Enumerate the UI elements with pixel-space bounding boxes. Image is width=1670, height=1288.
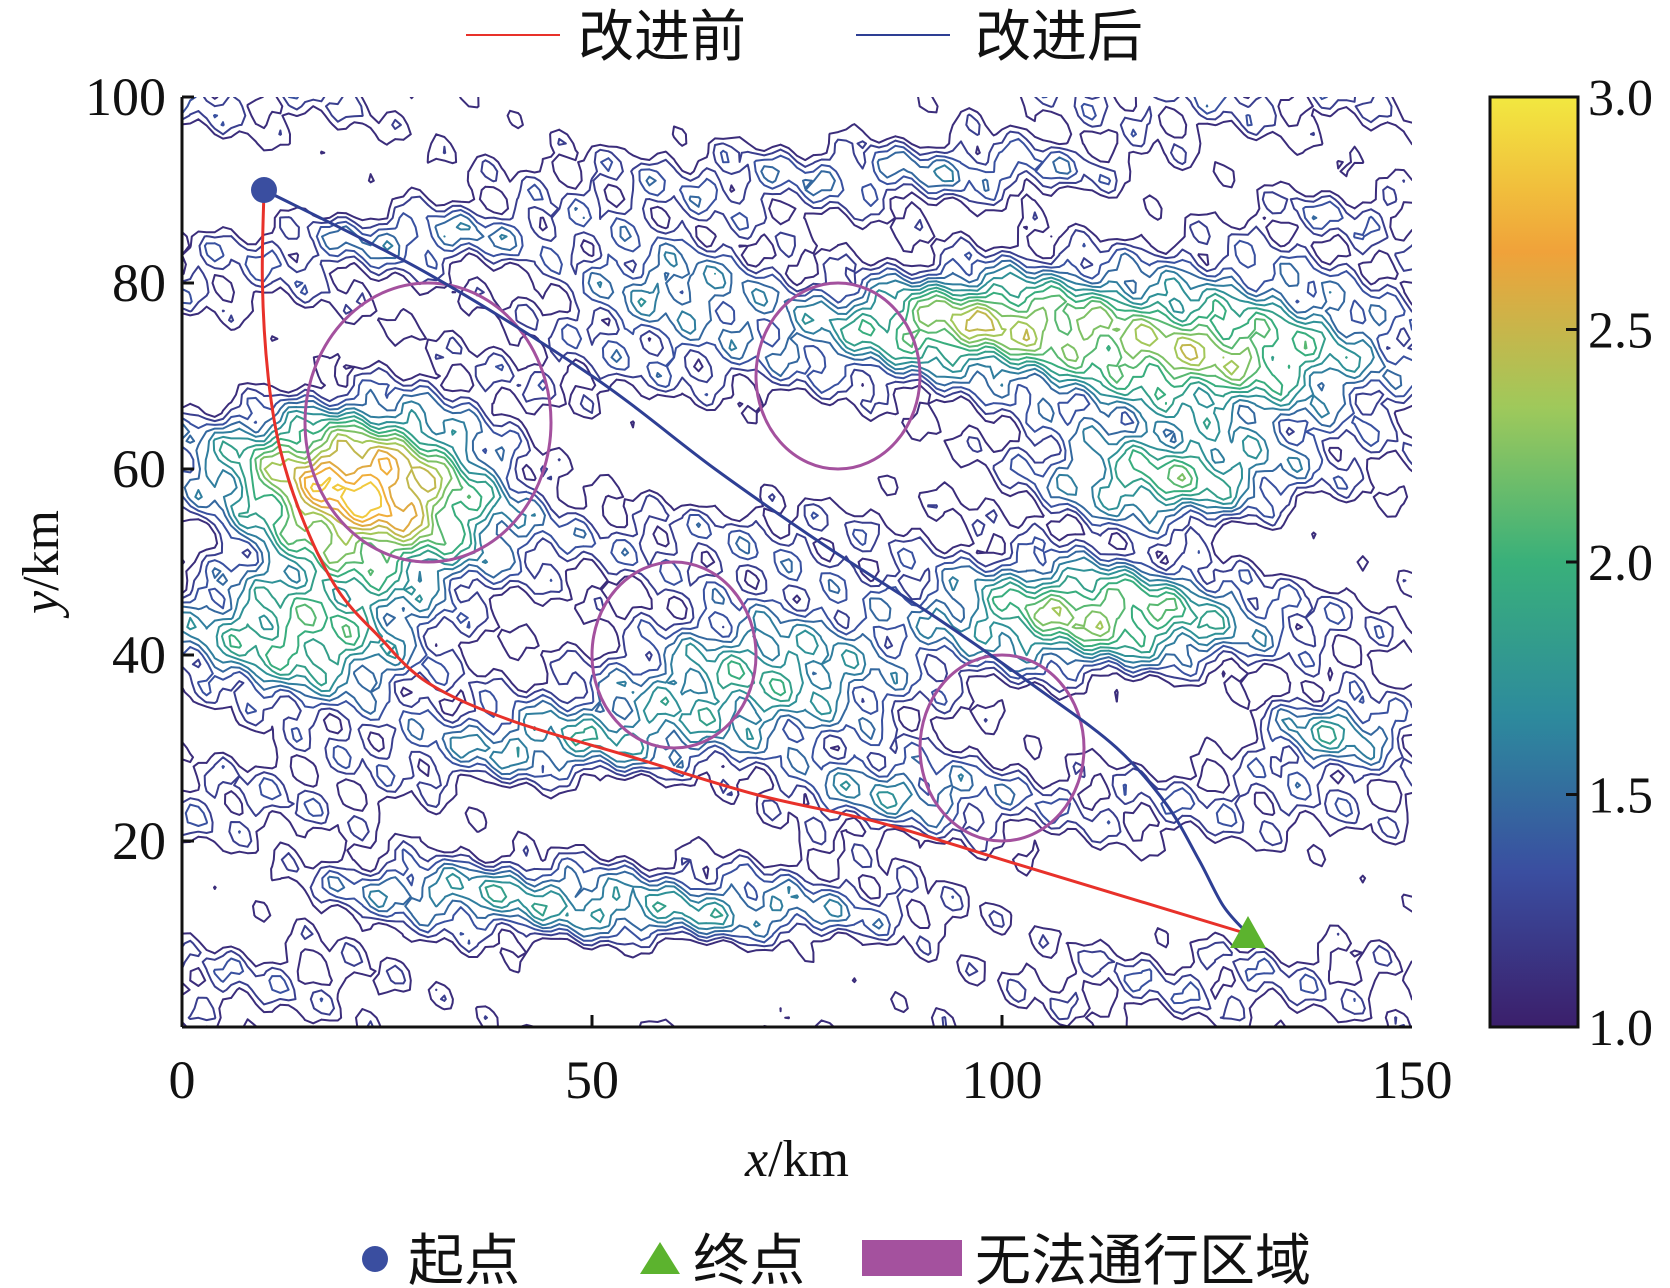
no-pass-zone-ellipse bbox=[303, 281, 553, 564]
start-point-marker bbox=[251, 177, 277, 203]
legend-start-label: 起点 bbox=[408, 1229, 520, 1288]
x-tick-label: 150 bbox=[1372, 1050, 1453, 1110]
y-tick-label: 100 bbox=[85, 67, 166, 127]
top-legend: 改进前 改进后 bbox=[466, 5, 1143, 70]
contour-line bbox=[293, 309, 1199, 539]
contour-background bbox=[182, 97, 1412, 1027]
colorbar-tick-label: 2.0 bbox=[1588, 535, 1653, 592]
path-markers bbox=[251, 177, 1266, 948]
contour-line bbox=[303, 457, 393, 523]
legend-end-label: 终点 bbox=[693, 1229, 805, 1288]
contour-line bbox=[263, 306, 1240, 631]
colorbar-tick-label: 3.0 bbox=[1588, 70, 1653, 127]
legend-zone-swatch bbox=[862, 1240, 962, 1276]
colorbar-ticks: 1.0 1.5 2.0 2.5 3.0 bbox=[1566, 70, 1653, 1057]
x-tick-label: 50 bbox=[565, 1050, 619, 1110]
x-tick-label: 100 bbox=[962, 1050, 1043, 1110]
no-pass-zone-ellipse bbox=[918, 653, 1086, 843]
contour-line bbox=[182, 104, 1403, 938]
no-pass-zone-ellipse bbox=[590, 560, 758, 750]
axes bbox=[180, 97, 1412, 1029]
y-ticks: 20 40 60 80 100 bbox=[85, 67, 194, 871]
path-series bbox=[260, 188, 1250, 936]
bottom-legend: 起点 终点 无法通行区域 bbox=[362, 1229, 1311, 1288]
path-after-line bbox=[263, 188, 1250, 936]
no-pass-zone-ellipse bbox=[754, 281, 922, 471]
legend-label-before: 改进前 bbox=[578, 5, 746, 70]
colorbar-tick-label: 1.5 bbox=[1588, 768, 1653, 825]
path-before-line bbox=[260, 189, 1249, 936]
colorbar: 1.0 1.5 2.0 2.5 3.0 bbox=[1488, 70, 1653, 1057]
legend-label-after: 改进后 bbox=[975, 5, 1143, 70]
x-axis-label: x/km bbox=[744, 1131, 849, 1188]
legend-start-marker bbox=[362, 1246, 388, 1272]
y-tick-label: 80 bbox=[112, 253, 166, 313]
contour-line bbox=[228, 285, 1318, 697]
y-tick-label: 40 bbox=[112, 625, 166, 685]
contour-line bbox=[182, 97, 1412, 1027]
colorbar-tick-label: 1.0 bbox=[1588, 1000, 1653, 1057]
colorbar-tick-label: 2.5 bbox=[1588, 303, 1653, 360]
x-ticks: 0 50 100 150 bbox=[169, 1015, 1453, 1110]
legend-end-marker bbox=[640, 1242, 680, 1274]
end-point-marker bbox=[1230, 916, 1266, 948]
x-tick-label: 0 bbox=[169, 1050, 196, 1110]
contour-line bbox=[182, 164, 1376, 931]
y-tick-label: 60 bbox=[112, 439, 166, 499]
y-axis-label: y/km bbox=[13, 510, 70, 619]
contour-line bbox=[182, 97, 1412, 1027]
legend-zone-label: 无法通行区域 bbox=[975, 1229, 1311, 1288]
contour-line bbox=[254, 294, 1308, 642]
contour-line bbox=[298, 449, 418, 533]
y-tick-label: 20 bbox=[112, 811, 166, 871]
contour-line bbox=[259, 299, 1253, 638]
contour-line bbox=[218, 280, 1348, 919]
no-pass-zones bbox=[303, 281, 1086, 843]
colorbar-gradient bbox=[1488, 95, 1580, 1029]
contour-line bbox=[182, 97, 1412, 1005]
